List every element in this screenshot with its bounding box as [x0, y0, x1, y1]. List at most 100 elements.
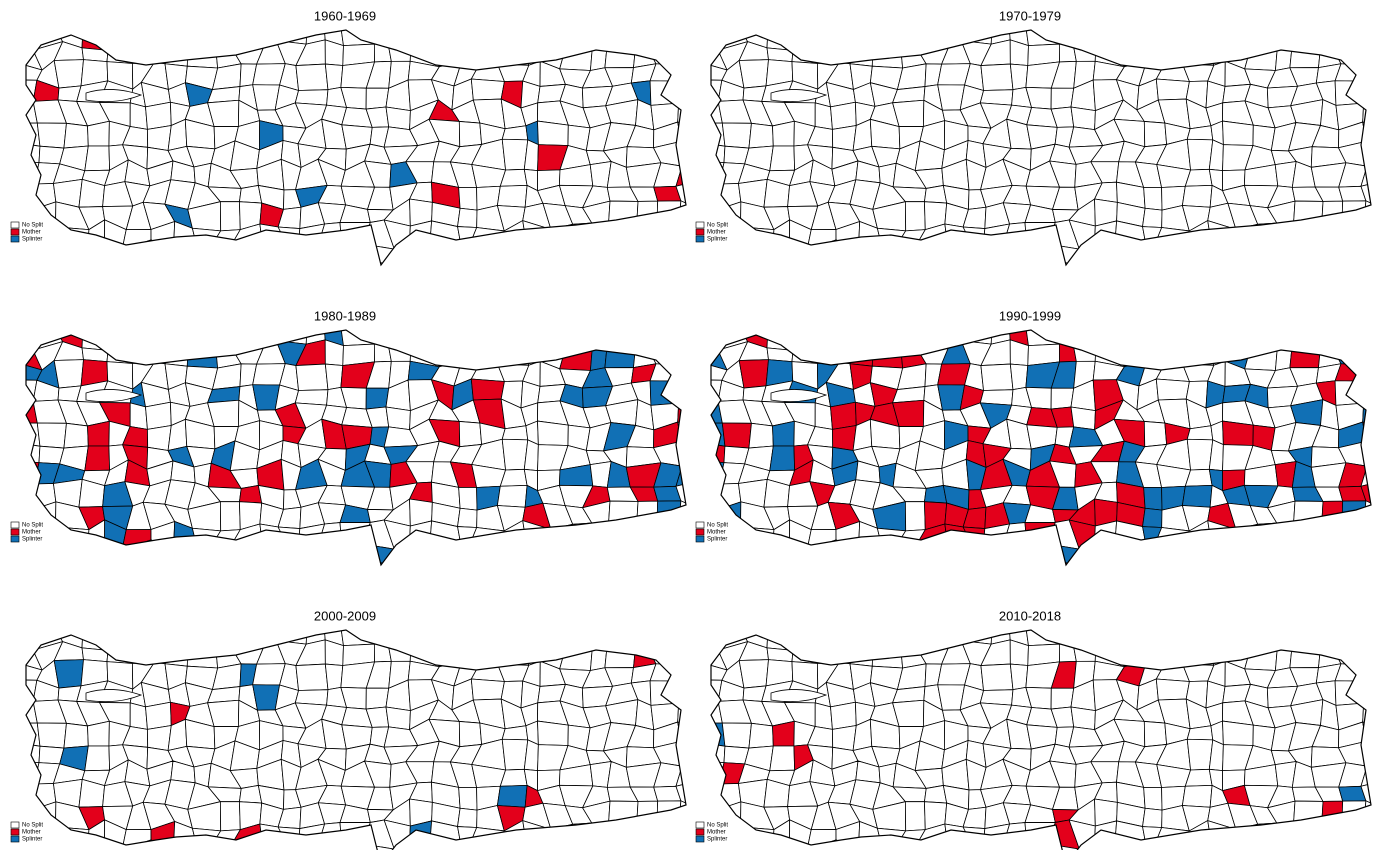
district	[1156, 841, 1185, 850]
district	[471, 79, 504, 100]
district	[980, 690, 1013, 705]
legend-swatch	[11, 836, 19, 842]
district	[671, 261, 703, 290]
legend-swatch	[696, 536, 704, 542]
district	[603, 231, 636, 248]
district	[671, 63, 702, 83]
district	[122, 530, 151, 551]
district	[1272, 823, 1293, 848]
district	[937, 263, 971, 291]
district	[1112, 267, 1147, 285]
district	[1183, 544, 1212, 568]
district	[263, 624, 276, 645]
district	[850, 347, 873, 366]
district	[874, 841, 900, 850]
district	[980, 390, 1013, 405]
district	[384, 561, 418, 587]
district	[122, 329, 154, 349]
district	[299, 544, 320, 568]
legend-label: Splinter	[22, 537, 42, 543]
district	[1112, 247, 1147, 269]
district	[649, 544, 671, 561]
district	[220, 502, 240, 531]
district	[603, 542, 634, 571]
map	[11, 619, 727, 850]
district	[963, 527, 985, 544]
district	[924, 785, 946, 803]
district	[386, 107, 410, 130]
district	[681, 140, 702, 167]
district	[764, 841, 790, 850]
district	[299, 244, 320, 268]
district	[1003, 845, 1037, 850]
district	[220, 802, 240, 831]
district	[12, 182, 34, 209]
district	[816, 46, 839, 63]
district	[147, 426, 171, 451]
district	[835, 622, 860, 648]
district	[634, 821, 657, 844]
district	[1290, 21, 1321, 48]
district	[1144, 721, 1166, 746]
district	[1227, 240, 1254, 265]
district	[1363, 722, 1375, 741]
district	[1157, 321, 1186, 349]
district	[1319, 821, 1342, 844]
district	[697, 482, 719, 509]
district	[439, 340, 461, 367]
district	[649, 320, 671, 350]
district	[409, 821, 431, 849]
legend-swatch	[696, 236, 704, 242]
district	[807, 230, 836, 251]
district	[1156, 679, 1189, 700]
district	[495, 621, 525, 647]
district	[54, 60, 83, 88]
district	[388, 20, 411, 45]
district	[384, 261, 418, 287]
district	[1099, 261, 1117, 287]
district	[15, 743, 40, 763]
district	[832, 540, 861, 569]
district	[1356, 561, 1375, 590]
district	[835, 346, 860, 364]
district	[1334, 521, 1363, 546]
district	[1246, 264, 1276, 291]
figure: 1960-1969No SplitMotherSplinter1970-1979…	[0, 0, 1375, 850]
district	[498, 340, 529, 365]
district	[439, 640, 461, 667]
district	[587, 543, 603, 570]
district	[944, 244, 971, 266]
legend-label: Splinter	[707, 237, 727, 243]
district	[584, 570, 610, 591]
district	[873, 623, 901, 647]
panel-title: 1990-1999	[999, 308, 1061, 323]
district	[212, 841, 236, 850]
district	[522, 846, 547, 850]
district	[64, 723, 88, 748]
district	[37, 423, 66, 448]
panel-title: 2010-2018	[999, 608, 1061, 623]
district	[914, 546, 947, 563]
district	[626, 542, 660, 568]
district	[1289, 268, 1311, 283]
district	[11, 263, 36, 289]
districts	[11, 619, 727, 850]
district	[409, 547, 429, 569]
district	[79, 261, 110, 285]
district	[320, 568, 352, 588]
legend-label: No Split	[707, 223, 728, 229]
district	[546, 623, 568, 642]
district	[325, 64, 342, 90]
district	[605, 643, 636, 667]
district	[650, 81, 679, 106]
district	[236, 259, 259, 288]
district	[696, 846, 723, 850]
district	[1267, 321, 1292, 348]
district	[608, 801, 638, 831]
district	[229, 846, 262, 850]
district	[696, 481, 716, 508]
district	[1144, 421, 1166, 446]
district	[547, 564, 568, 590]
district	[917, 324, 950, 348]
district	[1293, 801, 1323, 831]
